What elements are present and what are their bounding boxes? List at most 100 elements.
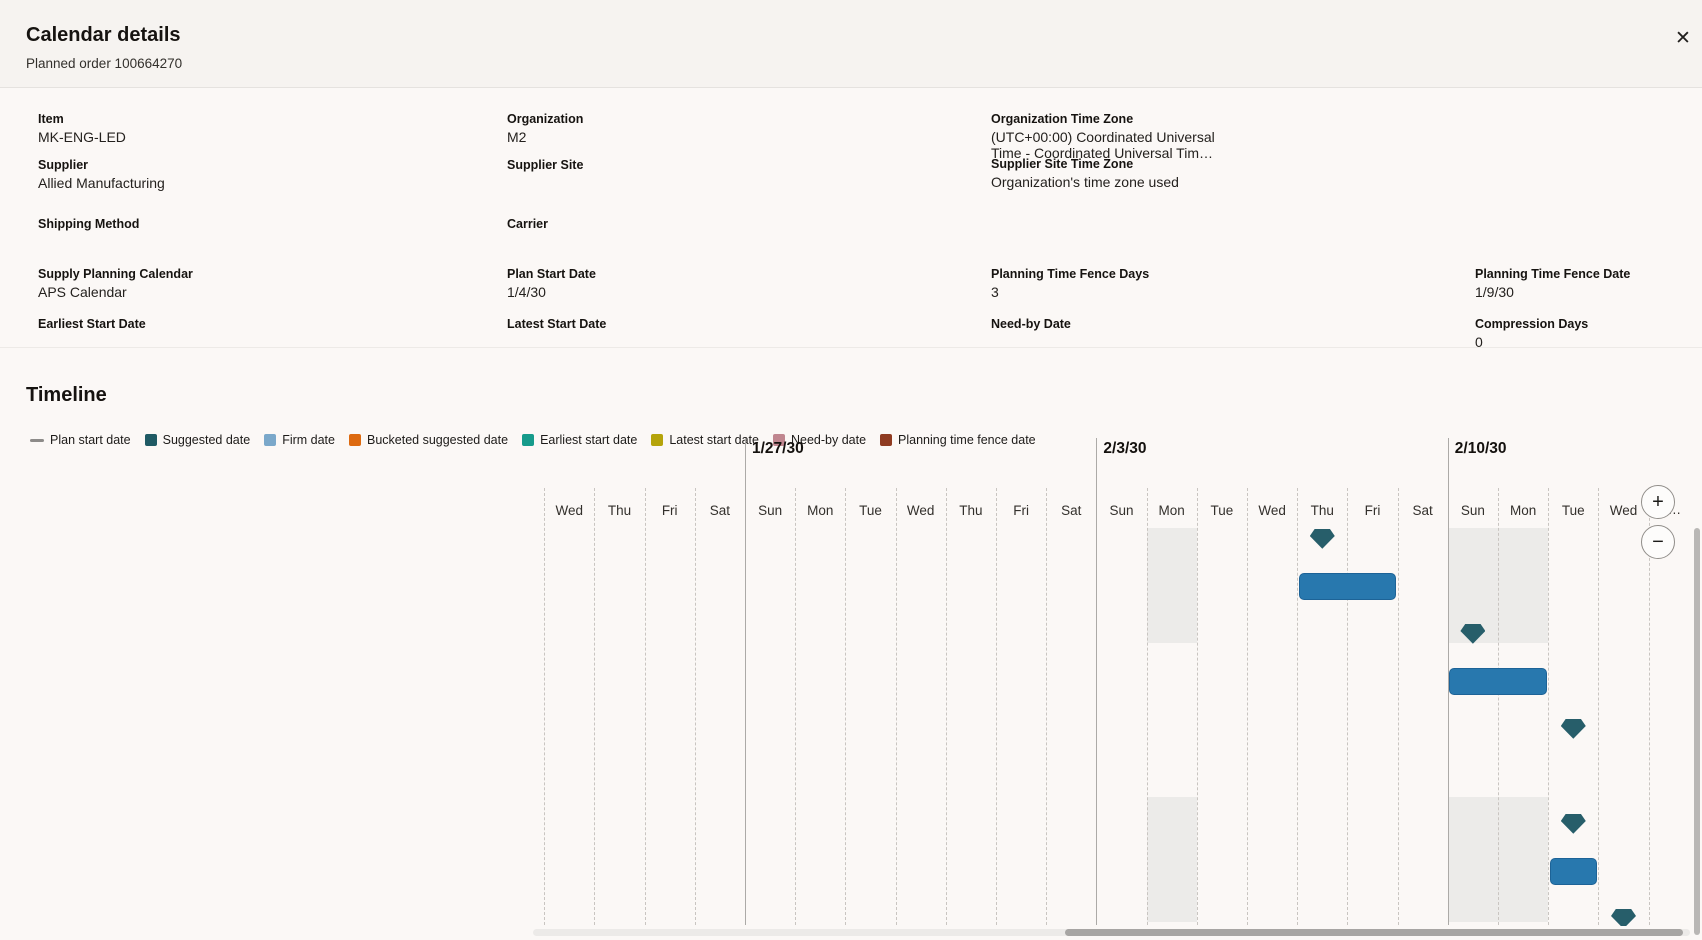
field-value: M2 — [507, 129, 527, 145]
day-gridline — [644, 488, 646, 925]
legend-label: Firm date — [282, 433, 335, 447]
day-gridline — [845, 488, 847, 925]
day-gridline — [1146, 488, 1148, 925]
legend-item: Need-by date — [772, 433, 867, 447]
suggested-ship-date-marker[interactable] — [1560, 718, 1586, 739]
field-value: APS Calendar — [38, 284, 127, 300]
day-header-label: Mon — [807, 503, 834, 518]
field-need-by-date: Need-by Date — [991, 317, 1291, 334]
day-gridline — [694, 488, 696, 925]
day-header-label: Tue — [1561, 503, 1585, 518]
field-supplier: Supplier Allied Manufacturing — [38, 158, 478, 191]
field-label: Planning Time Fence Days — [991, 267, 1150, 281]
day-gridline — [1598, 488, 1600, 925]
day-header-label: Mon — [1158, 503, 1185, 518]
close-icon[interactable]: ✕ — [1668, 24, 1698, 54]
suggested-order-date-marker[interactable] — [1309, 528, 1335, 549]
gantt-chart: 1/27/30 2/3/30 2/10/30 Wed Thu Fri Sat Sun Mon Tu… — [532, 432, 1702, 926]
field-label: Supplier Site — [507, 158, 584, 172]
field-value: 1/4/30 — [507, 284, 546, 300]
day-gridline — [945, 488, 947, 925]
suggested-due-date-marker[interactable] — [1611, 908, 1636, 926]
column-header-date[interactable]: Date — [363, 936, 394, 940]
field-latest-start-date: Latest Start Date — [507, 317, 947, 334]
legend-marker-icon — [30, 438, 44, 442]
field-label: Supplier — [38, 158, 89, 172]
legend-label: Bucketed suggested date — [366, 433, 509, 447]
legend-marker-icon — [772, 434, 785, 446]
zoom-out-button[interactable]: − — [1641, 525, 1675, 559]
week-header-label: 1/27/30 — [752, 440, 804, 457]
nonworking-day-shading — [1447, 528, 1549, 643]
page-title: Calendar details — [26, 24, 181, 46]
horizontal-scrollbar-thumb[interactable] — [1065, 929, 1683, 936]
field-supplier-site: Supplier Site — [507, 158, 947, 175]
preprocessing-lead-time-bar[interactable] — [1298, 572, 1397, 600]
nonworking-day-shading — [1447, 797, 1549, 922]
field-value: 3 — [991, 284, 999, 300]
day-header-label: Fri — [1013, 503, 1029, 518]
week-header-label: 2/10/30 — [1454, 440, 1507, 457]
day-header-label: Thu — [607, 503, 632, 518]
field-organization-time-zone: Organization Time Zone (UTC+00:00) Coord… — [991, 112, 1291, 161]
field-label: Supply Planning Calendar — [38, 267, 193, 281]
field-label: Organization — [507, 112, 584, 126]
field-carrier: Carrier — [507, 217, 947, 234]
day-header-label: Thu — [1310, 503, 1334, 518]
column-header-date-or-lead-time[interactable]: Date or Lead Time — [38, 936, 163, 940]
day-gridline — [1196, 488, 1198, 925]
field-compression-days: Compression Days 0 — [1475, 317, 1695, 350]
field-planning-time-fence-date: Planning Time Fence Date 1/9/30 — [1475, 267, 1695, 300]
day-gridline — [895, 488, 897, 925]
horizontal-scrollbar-track[interactable] — [533, 929, 1690, 936]
zoom-in-button[interactable]: + — [1641, 485, 1675, 519]
week-gridline — [745, 438, 746, 925]
day-header-label: Tue — [1210, 503, 1234, 518]
field-shipping-method: Shipping Method — [38, 217, 478, 234]
field-label: Plan Start Date — [507, 267, 596, 281]
day-gridline — [1648, 488, 1650, 925]
day-header-label: Fri — [1364, 503, 1381, 518]
day-gridline — [544, 488, 546, 925]
column-header-bucket-type[interactable]: Bucket Type — [462, 936, 529, 940]
vertical-scrollbar-thumb[interactable] — [1694, 528, 1700, 935]
week-gridline — [1096, 438, 1098, 925]
day-header-label: Thu — [959, 503, 983, 518]
field-label: Carrier — [507, 217, 548, 231]
day-gridline — [1548, 488, 1550, 925]
field-label: Shipping Method — [38, 217, 140, 231]
legend-item: Firm date — [264, 433, 335, 447]
field-planning-time-fence-days: Planning Time Fence Days 3 — [991, 267, 1291, 300]
field-label: Item — [38, 112, 64, 126]
day-header-label: Sat — [1061, 503, 1082, 518]
day-gridline — [1297, 488, 1299, 925]
field-value: Organization's time zone used — [991, 174, 1179, 190]
day-gridline — [795, 488, 797, 925]
field-item: Item MK-ENG-LED — [38, 112, 478, 145]
legend-item: Planning time fence date — [880, 433, 1036, 447]
legend-item: Latest start date — [651, 433, 759, 447]
day-gridline — [1397, 488, 1399, 925]
day-header-label: Sun — [1460, 503, 1485, 518]
legend-item: Suggested date — [144, 433, 250, 447]
day-header-label: Wed — [1258, 503, 1286, 518]
legend-label: Plan start date — [50, 433, 131, 447]
day-header-label: Sun — [1109, 503, 1134, 518]
suggested-dock-date-marker[interactable] — [1560, 813, 1586, 834]
legend-label: Need-by date — [790, 433, 867, 447]
field-value: (UTC+00:00) Coordinated Universal Time -… — [991, 129, 1215, 161]
legend-marker-icon — [880, 434, 893, 446]
legend-marker-icon — [651, 434, 664, 446]
legend-marker-icon — [522, 434, 535, 446]
field-supply-planning-calendar: Supply Planning Calendar APS Calendar — [38, 267, 478, 300]
postprocessing-lead-time-bar[interactable] — [1549, 857, 1597, 885]
processing-lead-time-bar[interactable] — [1449, 667, 1547, 695]
legend-label: Earliest start date — [540, 433, 638, 447]
field-organization: Organization M2 — [507, 112, 947, 145]
field-label: Compression Days — [1475, 317, 1589, 331]
field-value: Allied Manufacturing — [38, 175, 165, 191]
legend-marker-icon — [348, 434, 361, 446]
day-header-label: Wed — [1609, 503, 1638, 518]
field-value: MK-ENG-LED — [38, 129, 126, 145]
page-subtitle: Planned order 100664270 — [26, 56, 183, 71]
